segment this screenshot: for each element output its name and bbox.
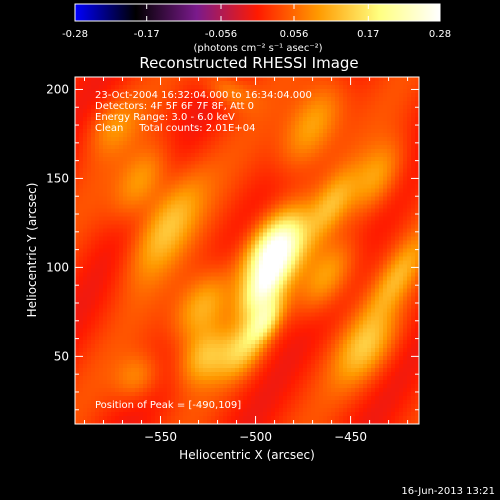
annotation-total-counts: Clean Total counts: 2.01E+04 [95,123,255,134]
colorbar-tick-label: -0.056 [205,29,237,40]
y-tick-label: 100 [46,260,69,274]
y-tick-label: 50 [54,349,69,363]
plot-area: −550 −500 −450 50 100 150 200 [46,76,420,444]
colorbar-bar [75,4,440,21]
colorbar: -0.28 -0.17 -0.056 0.056 0.17 0.28 (photons c… [62,3,451,54]
y-tick-label: 150 [46,171,69,185]
colorbar-unit-label: (photons cm⁻² s⁻¹ asec⁻²) [193,43,322,54]
colorbar-tick-label: 0.28 [429,29,451,40]
y-tick-label: 200 [46,82,69,96]
colorbar-ticks: -0.28 -0.17 -0.056 0.056 0.17 0.28 [62,3,451,40]
colorbar-tick-label: -0.17 [134,29,160,40]
peak-position-label: Position of Peak = [-490,109] [95,400,241,411]
x-tick-label: −450 [334,430,367,444]
annotation-detectors: Detectors: 4F 5F 6F 7F 8F, Att 0 [95,101,254,112]
annotation-time-range: 23-Oct-2004 16:32:04.000 to 16:34:04.000 [95,90,312,101]
colorbar-tick-label: 0.17 [357,29,379,40]
plot-frame [74,76,420,425]
x-axis-ticks: −550 −500 −450 [84,77,409,444]
colorbar-tick-label: -0.28 [62,29,88,40]
chart-title: Reconstructed RHESSI Image [139,54,358,72]
annotation-block: 23-Oct-2004 16:32:04.000 to 16:34:04.000… [95,90,312,134]
x-axis-label: Heliocentric X (arcsec) [179,448,315,462]
colorbar-tick-label: 0.056 [280,29,309,40]
annotation-energy-range: Energy Range: 3.0 - 6.0 keV [95,112,235,123]
colorbar-frame [74,3,441,22]
y-axis-ticks: 50 100 150 200 [46,82,419,411]
footer-timestamp: 16-Jun-2013 13:21 [401,486,495,497]
y-axis-label: Heliocentric Y (arcsec) [25,183,39,318]
heatmap-image [75,77,419,424]
x-tick-label: −550 [144,430,177,444]
x-tick-label: −500 [239,430,272,444]
